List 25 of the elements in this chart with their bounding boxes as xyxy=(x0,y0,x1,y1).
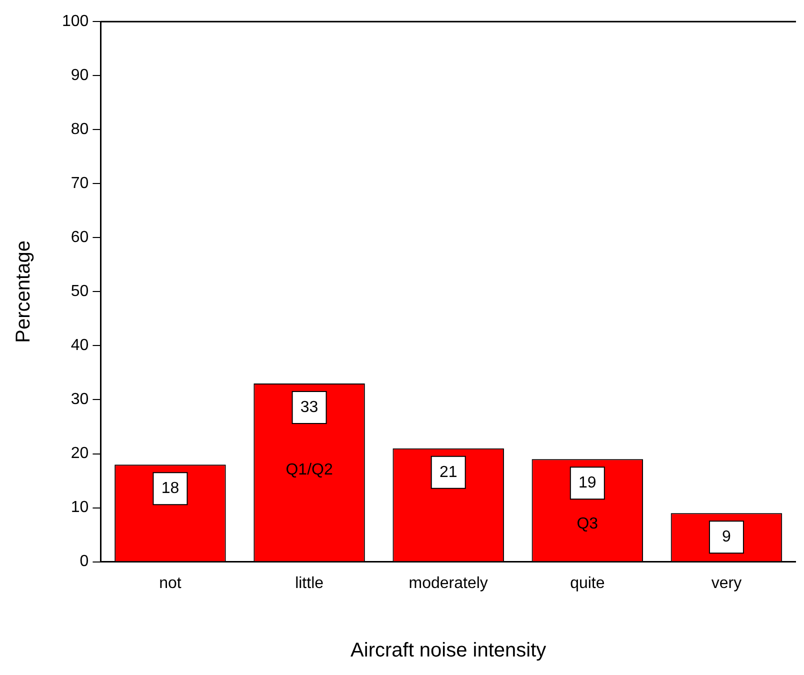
annotation: Q1/Q2 xyxy=(286,461,333,478)
data-label: 33 xyxy=(300,398,318,416)
data-label: 9 xyxy=(722,528,732,546)
y-tick-label: 80 xyxy=(70,121,89,138)
x-tick-label: quite xyxy=(570,574,605,592)
x-axis-title: Aircraft noise intensity xyxy=(350,640,546,662)
y-tick-label: 40 xyxy=(70,337,89,354)
data-label: 19 xyxy=(578,474,596,492)
y-tick-label: 70 xyxy=(70,175,89,192)
y-axis-title: Percentage xyxy=(12,240,35,343)
y-tick-label: 100 xyxy=(62,13,89,30)
y-tick-label: 60 xyxy=(70,229,89,246)
x-tick-label: not xyxy=(159,574,182,592)
y-tick-label: 20 xyxy=(70,445,89,462)
y-tick-label: 50 xyxy=(70,283,89,300)
data-label: 21 xyxy=(439,464,458,481)
y-tick-label: 10 xyxy=(70,499,89,516)
y-tick-label: 90 xyxy=(70,67,89,84)
data-label: 18 xyxy=(161,480,180,497)
annotation: Q3 xyxy=(576,515,598,532)
x-tick-label: very xyxy=(711,574,742,592)
y-tick-label: 0 xyxy=(80,553,89,570)
y-tick-label: 30 xyxy=(70,391,89,408)
x-tick-label: moderately xyxy=(408,574,488,592)
x-tick-label: little xyxy=(295,574,324,592)
